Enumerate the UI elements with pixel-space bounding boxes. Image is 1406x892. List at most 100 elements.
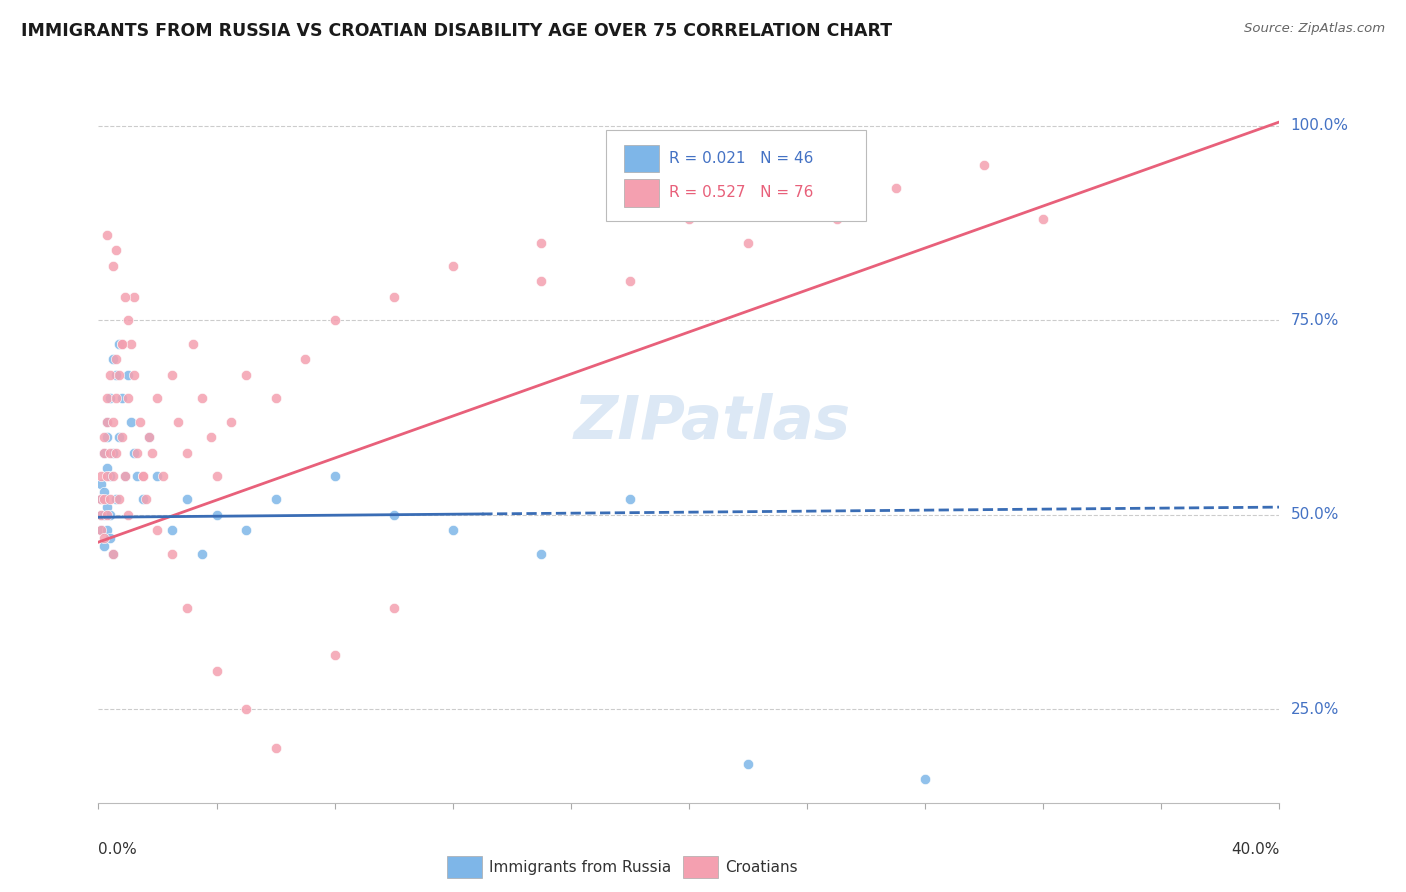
- Point: [132, 469, 155, 483]
- Point: [93, 539, 115, 553]
- Point: [235, 524, 257, 538]
- Point: [294, 352, 316, 367]
- Point: [103, 259, 125, 273]
- Point: [619, 275, 641, 289]
- Point: [264, 492, 287, 507]
- Point: [93, 445, 115, 459]
- Text: Source: ZipAtlas.com: Source: ZipAtlas.com: [1244, 22, 1385, 36]
- Point: [90, 508, 112, 522]
- Point: [122, 445, 145, 459]
- Point: [96, 508, 118, 522]
- Point: [96, 461, 118, 475]
- Point: [152, 469, 174, 483]
- FancyBboxPatch shape: [606, 130, 866, 221]
- Point: [105, 391, 128, 405]
- Point: [138, 430, 160, 444]
- Point: [103, 352, 125, 367]
- Point: [323, 469, 346, 483]
- Point: [176, 601, 198, 615]
- Point: [90, 508, 112, 522]
- Point: [146, 469, 169, 483]
- Point: [105, 368, 128, 382]
- Point: [98, 492, 121, 507]
- Point: [138, 430, 160, 444]
- Point: [125, 469, 148, 483]
- Text: R = 0.021   N = 46: R = 0.021 N = 46: [669, 151, 813, 166]
- Text: 100.0%: 100.0%: [1291, 119, 1348, 133]
- Point: [737, 235, 759, 250]
- Point: [441, 524, 464, 538]
- Point: [205, 469, 228, 483]
- Point: [90, 492, 112, 507]
- Point: [98, 391, 121, 405]
- Point: [117, 391, 139, 405]
- Point: [323, 313, 346, 327]
- Point: [98, 368, 121, 382]
- Point: [93, 492, 115, 507]
- Point: [678, 212, 700, 227]
- Point: [530, 547, 553, 561]
- Point: [884, 181, 907, 195]
- Point: [93, 508, 115, 522]
- Point: [382, 601, 405, 615]
- FancyBboxPatch shape: [624, 145, 659, 172]
- Point: [114, 290, 136, 304]
- Point: [105, 352, 128, 367]
- Point: [146, 524, 169, 538]
- Text: IMMIGRANTS FROM RUSSIA VS CROATIAN DISABILITY AGE OVER 75 CORRELATION CHART: IMMIGRANTS FROM RUSSIA VS CROATIAN DISAB…: [21, 22, 893, 40]
- Point: [181, 336, 204, 351]
- Point: [382, 290, 405, 304]
- Point: [141, 445, 163, 459]
- Point: [264, 391, 287, 405]
- Text: 75.0%: 75.0%: [1291, 313, 1339, 328]
- Point: [98, 531, 121, 545]
- Point: [93, 531, 115, 545]
- Point: [108, 336, 131, 351]
- Point: [90, 469, 112, 483]
- Point: [117, 508, 139, 522]
- Point: [111, 336, 134, 351]
- Point: [162, 368, 183, 382]
- Point: [108, 368, 131, 382]
- Point: [235, 702, 257, 716]
- FancyBboxPatch shape: [683, 856, 718, 878]
- Point: [90, 492, 112, 507]
- Point: [93, 430, 115, 444]
- Point: [221, 415, 243, 429]
- Point: [93, 445, 115, 459]
- Point: [162, 547, 183, 561]
- Point: [441, 259, 464, 273]
- Point: [176, 445, 198, 459]
- Point: [1032, 212, 1054, 227]
- Point: [914, 772, 936, 787]
- Point: [205, 664, 228, 678]
- Text: Immigrants from Russia: Immigrants from Russia: [489, 860, 672, 875]
- Point: [90, 524, 112, 538]
- Point: [90, 524, 112, 538]
- Point: [105, 445, 128, 459]
- Text: ZIPatlas: ZIPatlas: [574, 393, 851, 452]
- Point: [382, 508, 405, 522]
- Text: 50.0%: 50.0%: [1291, 508, 1339, 523]
- Point: [96, 469, 118, 483]
- Point: [167, 415, 190, 429]
- Point: [103, 469, 125, 483]
- Point: [111, 336, 134, 351]
- Point: [191, 391, 214, 405]
- Point: [132, 492, 155, 507]
- Point: [114, 469, 136, 483]
- Point: [619, 492, 641, 507]
- Point: [103, 415, 125, 429]
- Point: [111, 391, 134, 405]
- Point: [96, 415, 118, 429]
- Point: [96, 391, 118, 405]
- Point: [108, 430, 131, 444]
- Point: [103, 547, 125, 561]
- Point: [111, 430, 134, 444]
- Point: [96, 430, 118, 444]
- Point: [114, 469, 136, 483]
- Point: [96, 524, 118, 538]
- Point: [96, 415, 118, 429]
- Point: [108, 492, 131, 507]
- Point: [128, 415, 150, 429]
